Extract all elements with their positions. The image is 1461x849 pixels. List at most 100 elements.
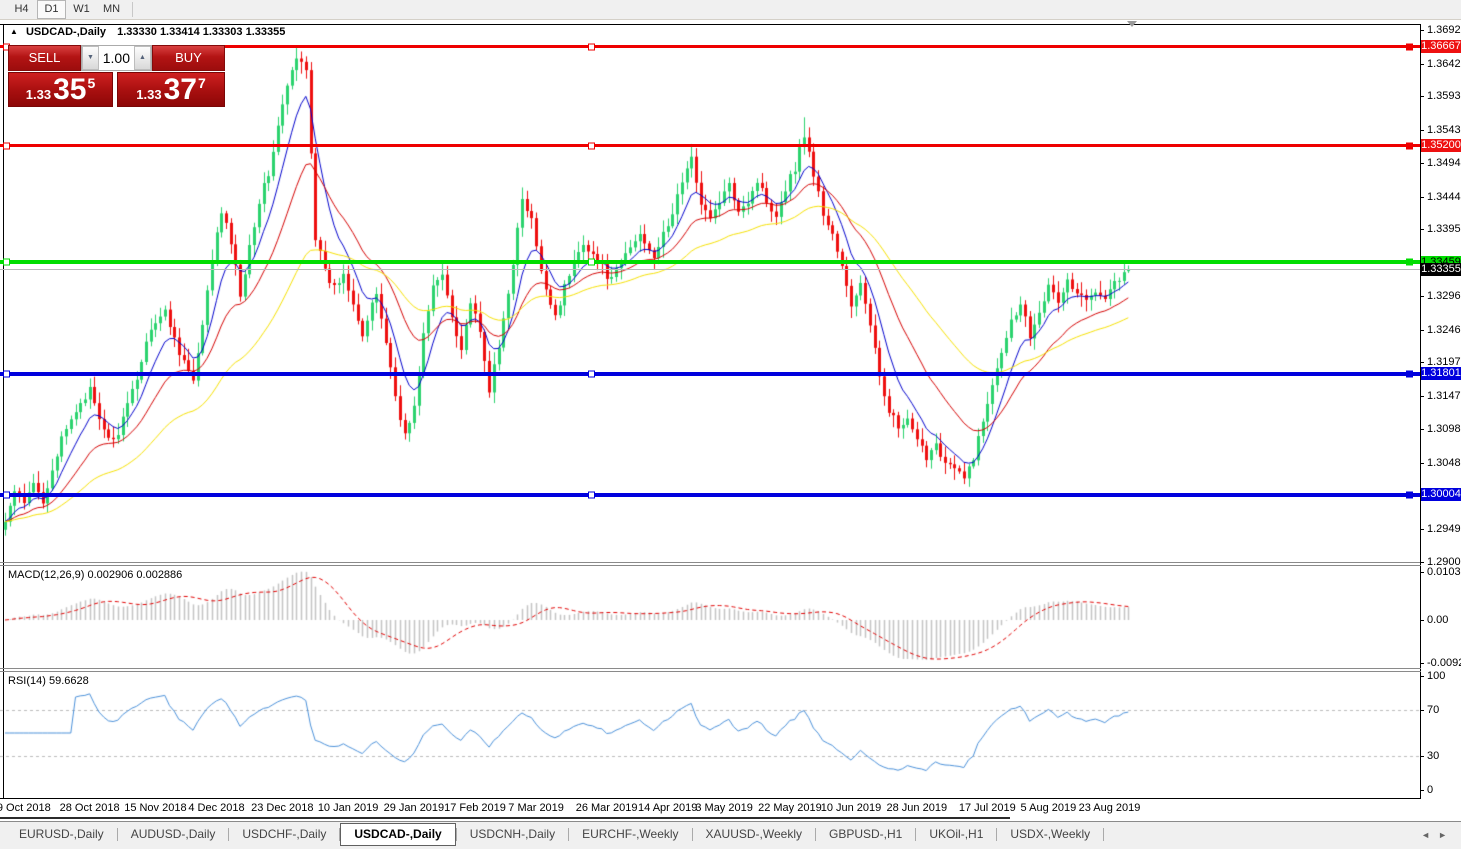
horizontal-line-1.30004[interactable] [0,491,1420,499]
sell-price-base: 1.33 [25,87,52,102]
tab-divider [915,828,917,841]
symbol-tab-usdx-weekly[interactable]: USDX-,Weekly [1010,827,1091,841]
tab-scroll-right-icon[interactable]: ► [1438,830,1455,840]
symbol-tab-gbpusd-h1[interactable]: GBPUSD-,H1 [829,827,903,841]
price-tick-mark [1420,529,1424,530]
tab-scroll-left-icon[interactable]: ◄ [1421,830,1439,840]
tab-divider [691,828,693,841]
horizontal-line-1.31801[interactable] [0,370,1420,378]
date-tick-label: 4 Dec 2018 [188,802,245,814]
tab-divider [815,828,816,841]
rsi-indicator-label: RSI(14) 59.6628 [8,675,89,687]
tab-divider [996,828,998,841]
line-anchor[interactable] [1406,258,1413,266]
symbol-tab-eurchf-weekly[interactable]: EURCHF-,Weekly [582,827,679,841]
horizontal-scrollbar-thumb[interactable] [0,817,1010,819]
line-anchor[interactable] [1406,491,1413,499]
symbol-tab-audusd-daily[interactable]: AUDUSD-,Daily [130,827,216,841]
chart-symbol-label: USDCAD-,Daily [25,26,107,38]
symbol-tab-usdcad-daily[interactable]: USDCAD-,Daily [340,823,456,846]
volume-input[interactable]: 1.00 [102,50,130,66]
price-tick-label: 1.31970 [1427,356,1461,369]
date-tick-label: 5 Aug 2019 [1020,802,1077,814]
price-tick-mark [1420,130,1424,131]
price-tick-mark [1420,362,1424,363]
volume-increase-icon[interactable]: ▲ [134,46,151,70]
chart-shift-marker-icon[interactable] [1127,21,1137,27]
line-anchor[interactable] [1406,370,1413,378]
date-tick-label: 17 Jul 2019 [958,802,1016,814]
sell-price-big: 35 [53,73,87,106]
buy-button[interactable]: BUY [152,45,225,71]
price-tick-mark [1420,463,1424,464]
price-tick-label: 1.31470 [1427,390,1461,403]
price-tick-label: 1.30480 [1427,456,1461,469]
symbol-tab-eurusd-daily[interactable]: EURUSD-,Daily [19,827,104,841]
price-badge-resistance-red: 1.36667 [1421,40,1461,54]
line-anchor[interactable] [3,491,10,499]
price-badge-support-blue: 1.31801 [1421,367,1461,381]
line-anchor[interactable] [1406,43,1413,51]
horizontal-line-1.33459[interactable] [0,258,1420,266]
symbol-tab-ukoil-h1[interactable]: UKOil-,H1 [929,827,984,841]
price-tick-mark [1420,296,1424,297]
price-tick-mark [1420,229,1424,230]
horizontal-line-1.352[interactable] [0,142,1420,150]
last-price-line [0,269,1420,270]
price-tick-mark [1420,163,1424,164]
tab-divider [1103,828,1105,841]
horizontal-line-1.36667[interactable] [0,43,1420,51]
buy-price-sup: 7 [197,75,206,91]
date-tick-label: 10 Jan 2019 [317,802,379,814]
macd-tick-mark [1420,572,1424,573]
tab-divider [339,828,341,841]
price-tick-label: 1.35930 [1427,90,1461,103]
macd-tick-label: -0.009203 [1427,656,1461,669]
sell-price-display[interactable]: 1.33 35 5 [8,72,113,107]
rsi-tick-label: 0 [1427,784,1434,796]
line-anchor[interactable] [3,142,10,150]
volume-decrease-icon[interactable]: ▼ [82,46,99,70]
price-tick-mark [1420,96,1424,97]
date-tick-label: 9 Oct 2018 [0,802,51,814]
collapse-triangle-icon[interactable]: ▲ [10,27,18,36]
symbol-tab-usdchf-daily[interactable]: USDCHF-,Daily [242,827,327,841]
rsi-tick-label: 70 [1427,704,1440,717]
line-anchor[interactable] [588,491,595,499]
buy-price-display[interactable]: 1.33 37 7 [117,72,225,107]
price-tick-label: 1.34940 [1427,156,1461,169]
price-tick-label: 1.32460 [1427,323,1461,336]
tab-divider [228,828,230,841]
line-anchor[interactable] [588,43,595,51]
price-tick-mark [1420,197,1424,198]
date-tick-label: 7 Mar 2019 [508,802,564,814]
tab-scroll-arrows[interactable]: ◄► [1421,830,1455,840]
chart-ohlc-values: 1.33330 1.33414 1.33303 1.33355 [117,26,286,38]
rsi-tick-mark [1420,676,1424,677]
buy-price-big: 37 [163,73,197,106]
date-tick-label: 26 Mar 2019 [575,802,638,814]
line-anchor[interactable] [3,258,10,266]
symbol-tab-xauusd-weekly[interactable]: XAUUSD-,Weekly [705,827,802,841]
line-anchor[interactable] [588,370,595,378]
macd-tick-mark [1420,620,1424,621]
date-tick-label: 29 Jan 2019 [383,802,445,814]
line-anchor[interactable] [3,370,10,378]
tab-divider [568,828,570,841]
price-tick-label: 1.29490 [1427,523,1461,536]
chart-title: ▲ USDCAD-,Daily 1.33330 1.33414 1.33303 … [10,26,285,38]
volume-spinner: ▼ 1.00 ▲ [81,45,152,71]
rsi-tick-mark [1420,710,1424,711]
line-anchor[interactable] [588,258,595,266]
macd-tick-label: 0.00 [1427,614,1449,626]
symbol-tab-usdcnh-daily[interactable]: USDCNH-,Daily [469,827,556,841]
macd-indicator-label: MACD(12,26,9) 0.002906 0.002886 [8,569,183,581]
sell-button[interactable]: SELL [8,45,81,71]
line-anchor[interactable] [1406,142,1413,150]
price-tick-mark [1420,562,1424,563]
price-badge-resistance-red: 1.35200 [1421,139,1461,153]
tab-divider [116,828,118,841]
line-anchor[interactable] [588,142,595,150]
